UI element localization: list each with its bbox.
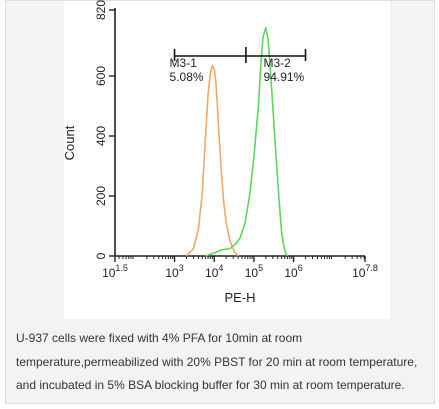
plot-area bbox=[64, 1, 390, 319]
caption-line-1: U-937 cells were fixed with 4% PFA for 1… bbox=[16, 331, 303, 345]
x-tick-label: 107.8 bbox=[352, 263, 378, 280]
y-tick-label: 0 bbox=[94, 252, 108, 259]
y-tick-label: 600 bbox=[94, 66, 108, 86]
x-tick-label: 101.5 bbox=[102, 263, 128, 280]
histogram-series-2 bbox=[205, 27, 289, 257]
gate-1-percent: 5.08% bbox=[170, 70, 204, 84]
y-tick-label: 200 bbox=[94, 186, 108, 206]
figure-card: U-937 cells were fixed with 4% PFA for 1… bbox=[5, 0, 435, 404]
histogram-series-1 bbox=[185, 64, 239, 257]
x-axis-label: PE-H bbox=[224, 290, 255, 305]
caption-line-3: and incubated in 5% BSA blocking buffer … bbox=[16, 378, 405, 392]
y-tick-label: 400 bbox=[94, 126, 108, 146]
x-tick-label: 103 bbox=[165, 263, 183, 280]
y-tick-label: 820 bbox=[94, 0, 108, 20]
y-axis-label: Count bbox=[62, 125, 77, 160]
caption-line-2: temperature,permeabilized with 20% PBST … bbox=[16, 354, 418, 369]
gate-2-percent: 94.91% bbox=[264, 70, 305, 84]
gate-1-name: M3-1 bbox=[170, 56, 198, 70]
gate-2-name: M3-2 bbox=[264, 56, 292, 70]
x-tick-label: 104 bbox=[205, 263, 223, 280]
x-tick-label: 105 bbox=[245, 263, 263, 280]
x-tick-label: 106 bbox=[284, 263, 302, 280]
figure-caption: U-937 cells were fixed with 4% PFA for 1… bbox=[16, 327, 428, 398]
